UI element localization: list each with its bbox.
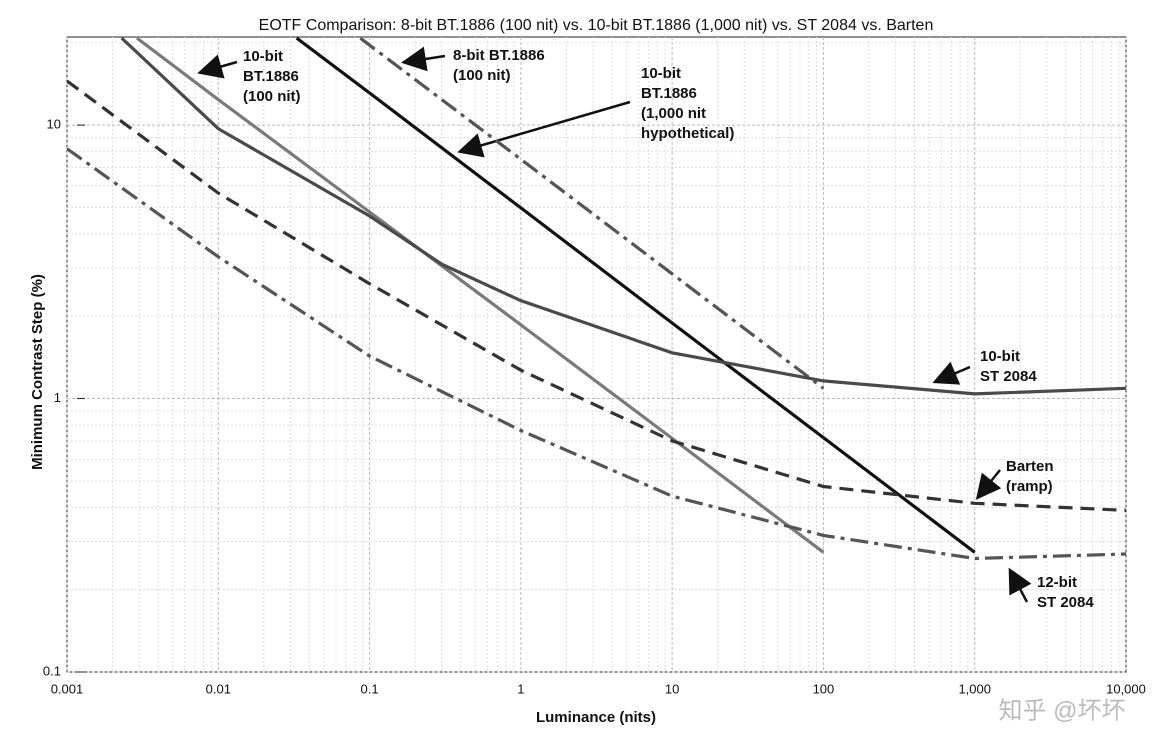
arrow [1008, 567, 1032, 603]
annotation: BT.1886 [641, 85, 697, 102]
annotation: 8-bit BT.1886 [453, 47, 545, 64]
series-line [67, 79, 1126, 512]
series-line [136, 37, 825, 554]
x-tick-label: 0.01 [206, 681, 231, 696]
annotation: (1,000 nit [641, 105, 706, 122]
annotation: Barten [1006, 458, 1054, 475]
series-group [67, 37, 1126, 561]
y-tick-label: 1 [54, 390, 61, 405]
x-tick-label: 10 [665, 681, 679, 696]
series-line [295, 37, 976, 554]
y-tick-label: 0.1 [43, 663, 61, 678]
watermark: 知乎 @坏坏 [998, 697, 1125, 724]
annotation: 10-bit [641, 65, 681, 82]
annotation: 10-bit [980, 348, 1020, 365]
arrow [932, 361, 971, 385]
x-tick-label: 0.1 [361, 681, 379, 696]
x-tick-label: 0.001 [51, 681, 84, 696]
arrow [401, 46, 446, 72]
grid [66, 37, 1127, 673]
annotation: ST 2084 [1037, 594, 1094, 611]
chart-title: EOTF Comparison: 8-bit BT.1886 (100 nit)… [259, 17, 934, 34]
arrow [457, 100, 631, 158]
x-tick-label: 10,000 [1106, 681, 1146, 696]
y-tick-label: 10 [47, 117, 61, 132]
annotation: ST 2084 [980, 368, 1037, 385]
y-axis-label: Minimum Contrast Step (%) [29, 274, 46, 470]
x-axis-label: Luminance (nits) [536, 709, 656, 726]
x-tick-label: 1,000 [958, 681, 991, 696]
series-line [359, 37, 825, 390]
series-line [67, 147, 1126, 561]
annotation: (100 nit) [453, 67, 511, 84]
arrow [975, 469, 1002, 500]
x-tick-label: 1 [517, 681, 524, 696]
annotation: 10-bit [243, 48, 283, 65]
arrow [197, 54, 238, 79]
annotation: hypothetical) [641, 125, 734, 142]
series-line [120, 37, 1126, 396]
x-tick-label: 100 [813, 681, 835, 696]
annotation: (ramp) [1006, 478, 1053, 495]
annotation: (100 nit) [243, 88, 301, 105]
annotation: 12-bit [1037, 574, 1077, 591]
annotation: BT.1886 [243, 68, 299, 85]
annotation-arrows [197, 46, 1032, 603]
